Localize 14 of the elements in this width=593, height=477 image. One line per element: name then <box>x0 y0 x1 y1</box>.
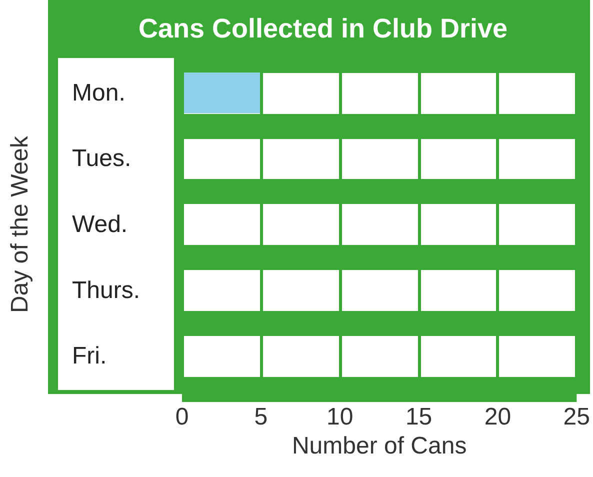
y-tick-label: Tues. <box>72 145 132 172</box>
x-tick-label: 20 <box>484 404 512 430</box>
x-tick-label: 25 <box>563 404 590 430</box>
y-tick-label: Thurs. <box>72 276 140 304</box>
x-tick-label: 15 <box>405 404 432 430</box>
chart-title: Cans Collected in Club Drive <box>138 14 508 44</box>
y-tick-label: Mon. <box>72 79 126 106</box>
x-tick-label: 10 <box>326 404 354 430</box>
x-axis-title: Number of Cans <box>292 432 467 460</box>
y-tick-label: Fri. <box>72 342 107 370</box>
y-tick-label: Wed. <box>72 211 128 238</box>
x-tick-label: 0 <box>175 404 189 430</box>
x-tick-label: 5 <box>254 404 268 430</box>
y-axis-title: Day of the Week <box>6 135 34 313</box>
